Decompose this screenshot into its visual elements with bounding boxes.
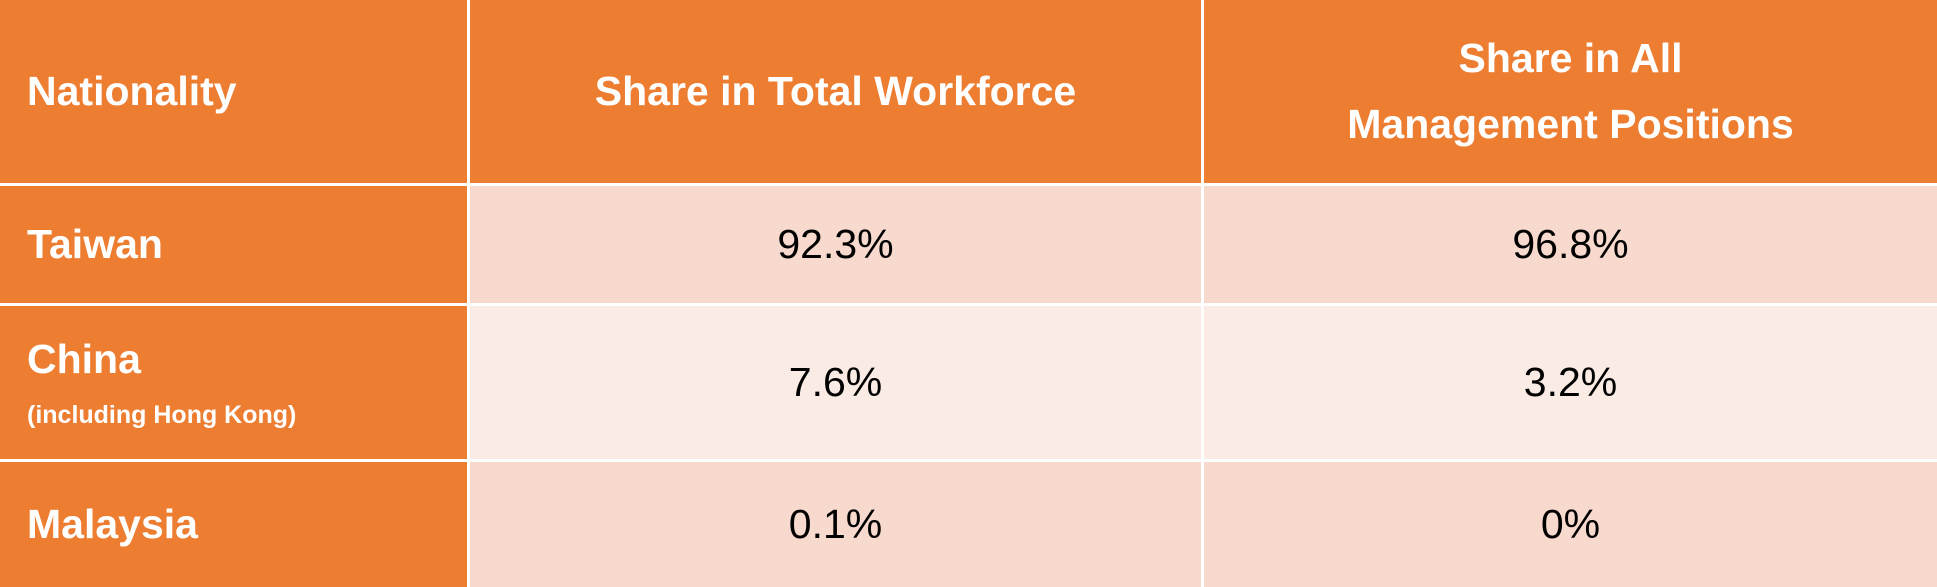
total-workforce-value: 7.6% xyxy=(788,359,883,405)
table-cell-management: 0% xyxy=(1204,462,1937,587)
header-total-workforce: Share in Total Workforce xyxy=(470,0,1204,186)
total-workforce-value: 92.3% xyxy=(777,221,894,267)
nationality-label: Taiwan xyxy=(27,221,163,267)
table-cell-total-workforce: 0.1% xyxy=(470,462,1204,587)
management-value: 0% xyxy=(1540,501,1601,547)
header-management: Share in All Management Positions xyxy=(1204,0,1937,186)
nationality-label: China xyxy=(27,335,141,382)
table-row-head: China (including Hong Kong) xyxy=(0,306,470,462)
table-cell-management: 3.2% xyxy=(1204,306,1937,462)
table-cell-total-workforce: 92.3% xyxy=(470,186,1204,306)
nationality-label: Malaysia xyxy=(27,501,198,547)
table-cell-management: 96.8% xyxy=(1204,186,1937,306)
header-total-workforce-label: Share in Total Workforce xyxy=(594,67,1077,114)
nationality-note: (including Hong Kong) xyxy=(27,400,297,429)
management-value: 3.2% xyxy=(1523,359,1618,405)
header-nationality-label: Nationality xyxy=(27,67,237,114)
header-management-label-line2: Management Positions xyxy=(1347,100,1794,147)
table-row-head: Taiwan xyxy=(0,186,470,306)
header-management-label-line1: Share in All xyxy=(1458,34,1683,81)
header-nationality: Nationality xyxy=(0,0,470,186)
table-row-head: Malaysia xyxy=(0,462,470,587)
management-value: 96.8% xyxy=(1512,221,1629,267)
total-workforce-value: 0.1% xyxy=(788,501,883,547)
table-cell-total-workforce: 7.6% xyxy=(470,306,1204,462)
